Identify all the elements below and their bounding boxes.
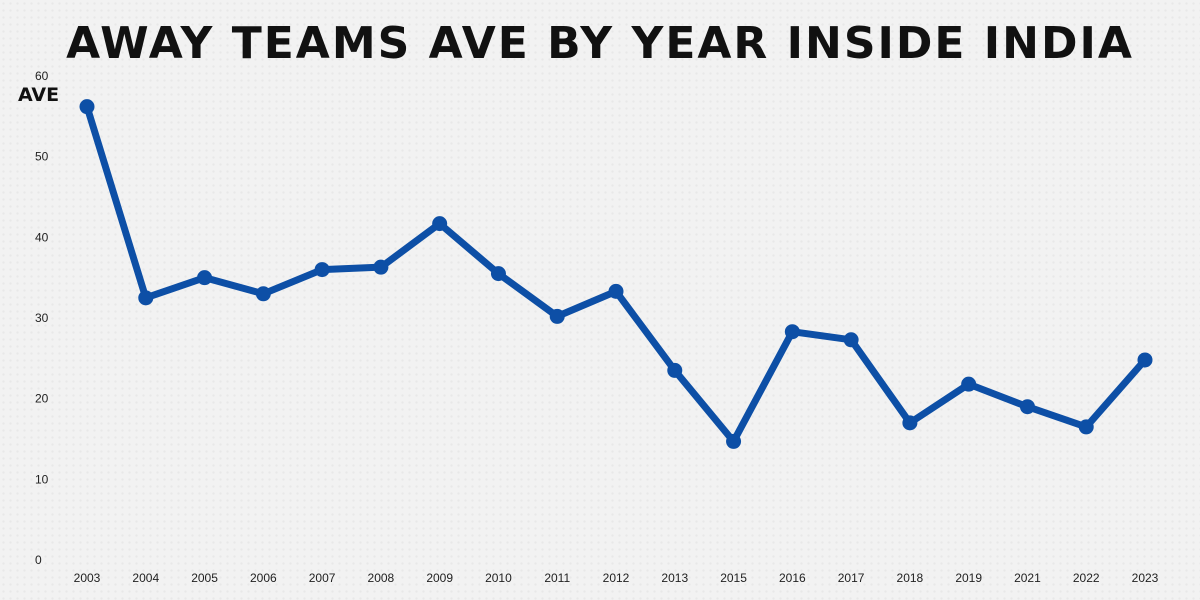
x-tick-label: 2023 bbox=[1132, 571, 1159, 585]
series-line bbox=[83, 103, 1149, 445]
data-point bbox=[843, 332, 859, 348]
data-point bbox=[197, 270, 213, 286]
x-tick-label: 2019 bbox=[955, 571, 982, 585]
data-point bbox=[608, 283, 624, 299]
data-point bbox=[1019, 399, 1035, 415]
y-axis-label: AVE bbox=[18, 84, 60, 106]
data-point bbox=[726, 433, 742, 449]
data-point bbox=[1137, 352, 1153, 368]
x-tick-label: 2006 bbox=[250, 571, 277, 585]
x-tick-label: 2008 bbox=[368, 571, 395, 585]
x-tick-label: 2009 bbox=[426, 571, 453, 585]
data-point bbox=[255, 286, 271, 302]
data-point bbox=[138, 290, 154, 306]
y-tick-label: 30 bbox=[35, 311, 49, 325]
x-axis-ticks: 2003 2004 2005 2006 2007 2008 2009 2010 2011 2012… bbox=[74, 571, 1159, 585]
data-point bbox=[490, 266, 506, 282]
y-tick-label: 60 bbox=[35, 69, 49, 83]
data-point bbox=[373, 259, 389, 275]
data-point bbox=[1078, 419, 1094, 435]
x-tick-label: 2004 bbox=[132, 571, 159, 585]
x-tick-label: 2021 bbox=[1014, 571, 1041, 585]
y-tick-label: 20 bbox=[35, 392, 49, 406]
series-line-group bbox=[83, 103, 1149, 445]
x-tick-label: 2003 bbox=[74, 571, 101, 585]
y-axis-ticks: 0 10 20 30 40 50 60 bbox=[35, 69, 49, 567]
x-tick-label: 2018 bbox=[897, 571, 924, 585]
x-tick-label: 2010 bbox=[485, 571, 512, 585]
y-tick-label: 40 bbox=[35, 230, 49, 244]
x-tick-label: 2013 bbox=[661, 571, 688, 585]
series-points-group bbox=[79, 99, 1153, 449]
data-point bbox=[961, 376, 977, 392]
data-point bbox=[784, 324, 800, 340]
y-tick-label: 50 bbox=[35, 150, 49, 164]
data-point bbox=[549, 308, 565, 324]
data-point bbox=[79, 99, 95, 115]
data-point bbox=[314, 262, 330, 278]
chart-title: AWAY TEAMS AVE BY YEAR INSIDE INDIA bbox=[66, 18, 1134, 69]
x-tick-label: 2016 bbox=[779, 571, 806, 585]
data-point bbox=[902, 415, 918, 431]
data-point bbox=[432, 216, 448, 232]
x-tick-label: 2022 bbox=[1073, 571, 1100, 585]
x-tick-label: 2007 bbox=[309, 571, 336, 585]
x-tick-label: 2005 bbox=[191, 571, 218, 585]
y-tick-label: 0 bbox=[35, 553, 42, 567]
data-point bbox=[667, 362, 683, 378]
y-tick-label: 10 bbox=[35, 472, 49, 486]
x-tick-label: 2015 bbox=[720, 571, 747, 585]
x-tick-label: 2012 bbox=[603, 571, 630, 585]
x-tick-label: 2011 bbox=[544, 571, 570, 585]
x-tick-label: 2017 bbox=[838, 571, 865, 585]
